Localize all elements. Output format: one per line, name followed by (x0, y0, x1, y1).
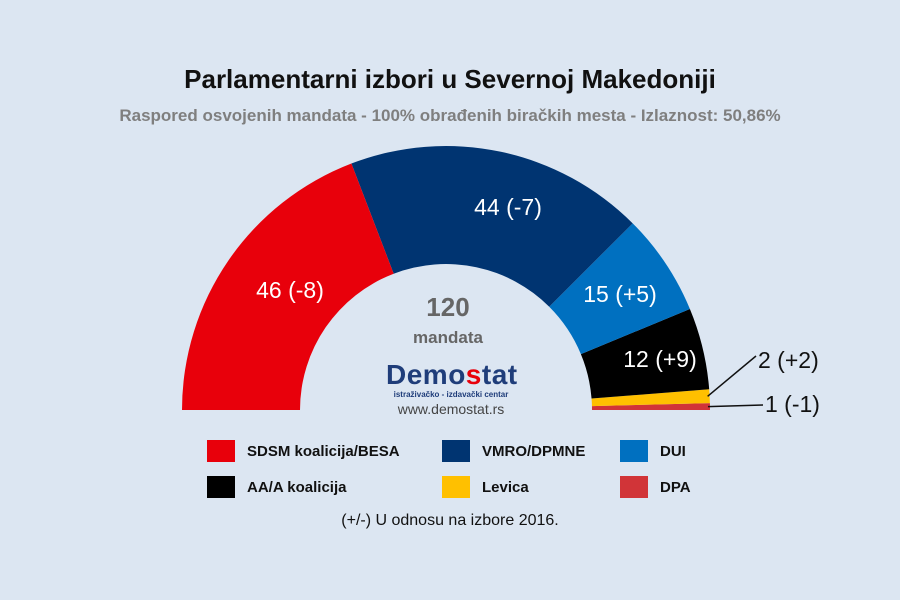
legend-label: Levica (482, 478, 529, 496)
chart-title: Parlamentarni izbori u Severnoj Makedoni… (184, 64, 716, 94)
segment-2 (549, 223, 690, 355)
legend-label: DPA (660, 478, 691, 496)
leader-line-5 (707, 404, 764, 408)
chart-subtitle: Raspored osvojenih mandata - 100% obrađe… (119, 106, 781, 125)
legend-item: Levica (442, 476, 529, 498)
legend-item: AA/A koalicija (207, 476, 346, 498)
segment-1 (351, 146, 633, 307)
legend-label: AA/A koalicija (247, 478, 347, 496)
legend-item: DUI (620, 440, 686, 462)
legend-label: VMRO/DPMNE (482, 442, 586, 460)
footnote: (+/-) U odnosu na izbore 2016. (341, 512, 559, 529)
legend-swatch (442, 440, 470, 462)
logo-url: www.demostat.rs (397, 401, 505, 417)
data-label-2: 15 (+5) (583, 281, 657, 307)
segment-0 (182, 163, 394, 410)
legend-swatch (620, 476, 648, 498)
segment-4 (591, 389, 710, 407)
legend-swatch (207, 440, 235, 462)
legend-item: DPA (620, 476, 691, 498)
legend-swatch (620, 440, 648, 462)
data-label-4: 2 (+2) (758, 347, 819, 373)
segment-3 (580, 308, 710, 399)
legend-label: DUI (660, 442, 686, 460)
demostat-logo: Demostat istraživačko - izdavački centar… (386, 359, 518, 418)
legend-item: VMRO/DPMNE (442, 440, 585, 462)
total-seats-unit: mandata (413, 328, 483, 347)
total-seats: 120 (426, 292, 469, 322)
leader-line-4 (707, 355, 757, 397)
legend-label: SDSM koalicija/BESA (247, 442, 400, 460)
data-label-0: 46 (-8) (256, 277, 324, 303)
legend-swatch (442, 476, 470, 498)
data-label-1: 44 (-7) (474, 194, 542, 220)
legend-item: SDSM koalicija/BESA (207, 440, 400, 462)
segment-5 (591, 403, 710, 410)
data-label-5: 1 (-1) (765, 391, 820, 417)
legend-swatch (207, 476, 235, 498)
data-label-3: 12 (+9) (623, 346, 697, 372)
